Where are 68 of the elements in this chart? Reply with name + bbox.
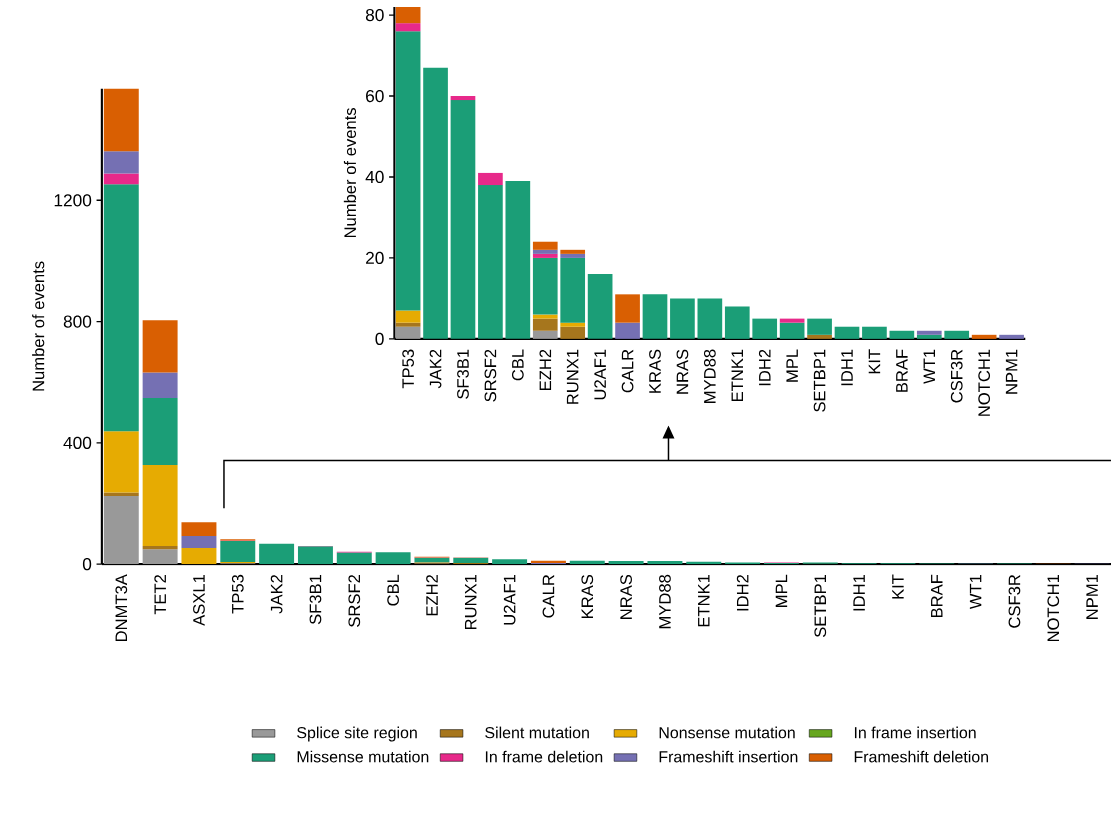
- x-tick-label: U2AF1: [594, 349, 607, 400]
- x-tick-label: KRAS: [649, 349, 661, 393]
- x-tick-label: SETBP1: [814, 574, 827, 637]
- x-tick-label: MPL: [786, 349, 798, 382]
- legend-label: Nonsense mutation: [659, 726, 795, 739]
- x-tick-label: ASXL1: [193, 574, 205, 626]
- x-tick-label: SRSF2: [348, 574, 361, 627]
- legend-label: Missense mutation: [297, 750, 429, 763]
- y-tick-label: 800: [63, 315, 92, 328]
- x-tick-label: RUNX1: [566, 349, 579, 404]
- x-tick-label: NOTCH1: [978, 349, 991, 416]
- x-tick-label: CSF3R: [950, 349, 963, 403]
- x-tick-label: ETNK1: [731, 349, 743, 401]
- x-tick-label: SF3B1: [309, 574, 322, 625]
- x-tick-label: KIT: [892, 574, 904, 599]
- x-tick-label: MYD88: [659, 574, 671, 629]
- x-tick-label: KIT: [868, 349, 881, 374]
- x-tick-label: CBL: [387, 574, 399, 606]
- y-tick-label: 20: [366, 251, 384, 264]
- x-tick-label: NPM1: [1005, 349, 1018, 394]
- x-tick-label: EZH2: [426, 574, 438, 616]
- x-tick-label: BRAF: [896, 349, 908, 392]
- x-tick-label: CBL: [511, 349, 524, 381]
- legend-label: Frameshift insertion: [659, 750, 798, 763]
- x-tick-label: TP53: [402, 349, 414, 389]
- x-tick-label: RUNX1: [464, 574, 477, 629]
- x-tick-label: JAK2: [429, 349, 442, 389]
- x-tick-label: TP53: [231, 574, 244, 614]
- legend-label: In frame insertion: [854, 726, 976, 739]
- x-tick-label: WT1: [969, 574, 982, 609]
- x-tick-label: IDH2: [758, 349, 771, 386]
- x-tick-label: TET2: [154, 574, 166, 615]
- legend-label: Silent mutation: [485, 726, 589, 739]
- legend-label: In frame deletion: [485, 750, 603, 763]
- x-tick-label: SETBP1: [813, 349, 826, 412]
- x-tick-label: MPL: [775, 574, 788, 607]
- x-tick-label: JAK2: [270, 574, 283, 614]
- legend-label: Splice site region: [297, 726, 417, 742]
- y-tick-label: 0: [82, 557, 92, 571]
- y-tick-label: 400: [63, 436, 92, 449]
- x-tick-label: IDH1: [841, 349, 853, 386]
- y-axis-title: Number of events: [32, 261, 45, 391]
- x-tick-label: KRAS: [581, 574, 594, 618]
- x-tick-label: ETNK1: [698, 574, 710, 627]
- x-tick-label: NPM1: [1086, 574, 1098, 619]
- y-tick-label: 80: [365, 8, 384, 22]
- y-tick-label: 40: [365, 170, 384, 183]
- x-tick-label: NRAS: [676, 349, 689, 394]
- y-tick-label: 0: [375, 332, 384, 345]
- y-tick-label: 60: [366, 89, 384, 102]
- x-tick-label: CALR: [542, 574, 555, 618]
- x-tick-label: BRAF: [931, 574, 943, 617]
- y-tick-label: 1200: [54, 194, 92, 207]
- x-tick-label: IDH2: [736, 574, 749, 611]
- x-tick-label: CALR: [621, 349, 634, 393]
- x-tick-label: NRAS: [620, 574, 632, 619]
- y-axis-title: Number of events: [343, 107, 357, 237]
- x-tick-label: SF3B1: [457, 349, 469, 399]
- x-tick-label: MYD88: [703, 349, 716, 403]
- x-tick-label: DNMT3A: [115, 574, 128, 641]
- x-tick-label: EZH2: [539, 349, 552, 390]
- legend-label: Frameshift deletion: [854, 750, 989, 763]
- x-tick-label: NOTCH1: [1047, 574, 1060, 641]
- x-tick-label: CSF3R: [1008, 574, 1021, 628]
- x-tick-label: IDH1: [853, 574, 865, 611]
- x-tick-label: SRSF2: [484, 349, 497, 402]
- x-tick-label: U2AF1: [503, 574, 516, 625]
- x-tick-label: WT1: [923, 349, 935, 384]
